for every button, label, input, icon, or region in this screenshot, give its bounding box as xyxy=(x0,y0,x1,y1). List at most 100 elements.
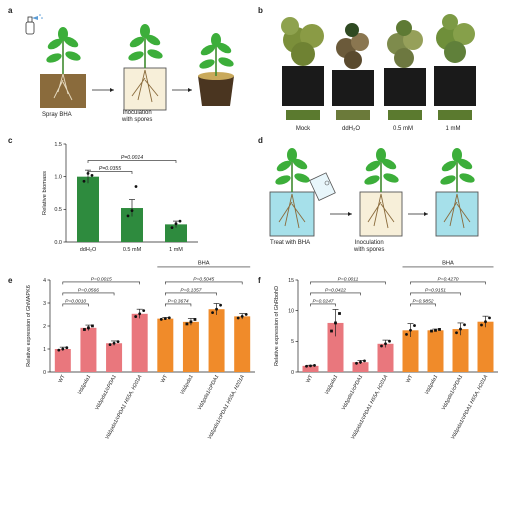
bar xyxy=(131,313,148,372)
p-value-label: P=0.3674 xyxy=(168,298,189,304)
y-tick-label: 5 xyxy=(291,339,294,345)
bar xyxy=(157,318,174,372)
data-point xyxy=(380,344,383,348)
data-point xyxy=(185,322,189,326)
y-tick-label: 1 xyxy=(43,347,46,353)
beaker-final-icon xyxy=(435,148,479,237)
p-value-label: P=0.0355 xyxy=(99,166,121,172)
data-point xyxy=(189,320,193,324)
bar xyxy=(121,208,143,242)
data-point xyxy=(170,226,174,230)
y-axis-label: Relative expression of GhRbohD xyxy=(274,286,280,366)
data-point xyxy=(430,329,433,333)
data-point xyxy=(65,346,69,350)
x-tick-label: VdΔpda1 xyxy=(77,374,92,396)
photo-label-mock: Mock xyxy=(295,126,311,132)
data-point xyxy=(178,219,182,223)
panel-a-schematic xyxy=(25,14,234,111)
data-point xyxy=(138,312,142,316)
bar xyxy=(377,343,394,372)
bar xyxy=(452,329,469,372)
data-point xyxy=(91,324,94,328)
data-point xyxy=(309,364,312,368)
bar xyxy=(106,343,123,372)
bar xyxy=(80,327,97,372)
photo-label-0-5mm: 0.5 mM xyxy=(392,126,413,132)
x-tick-label: VdΔpda1/cPDA1 xyxy=(441,374,465,411)
bar xyxy=(352,362,369,372)
data-point xyxy=(240,314,244,318)
data-point xyxy=(338,312,341,315)
y-tick-label: 2 xyxy=(43,324,46,330)
bar xyxy=(302,365,319,372)
panel-b-photos xyxy=(281,14,476,120)
panel-d-schematic xyxy=(269,148,479,237)
beaker-plant-icon xyxy=(123,24,167,111)
data-point xyxy=(459,327,462,331)
significance-bracket xyxy=(165,303,192,307)
x-tick-label: VdΔpda1/cPDA1 xyxy=(94,374,118,411)
y-tick-label: 0 xyxy=(43,370,46,376)
x-tick-label: VdΔpda1/cPDA1 xyxy=(197,374,221,411)
data-point xyxy=(116,340,120,344)
data-point xyxy=(167,316,171,320)
data-point xyxy=(61,347,65,351)
panel-d-step2-label: Inoculation with spores xyxy=(354,240,385,253)
data-point xyxy=(112,341,116,345)
photo-label-ddh2o: ddH₂O xyxy=(341,126,360,132)
data-point xyxy=(57,348,61,352)
data-point xyxy=(244,313,248,316)
data-point xyxy=(455,331,458,335)
data-point xyxy=(484,320,487,324)
data-point xyxy=(488,316,491,320)
data-point xyxy=(334,321,337,325)
beaker-spore-icon xyxy=(359,148,403,237)
chart-e: 0 1 2 3 4 Relative expression of GhMAPK6 WT VdΔ… xyxy=(26,260,255,441)
data-point xyxy=(305,364,308,368)
data-point xyxy=(134,185,138,188)
y-axis-label: Relative expression of GhMAPK6 xyxy=(26,285,32,367)
significance-bracket xyxy=(62,281,140,285)
data-point xyxy=(480,323,483,327)
significance-bracket xyxy=(310,303,336,307)
data-point xyxy=(388,339,391,343)
chart-c: 0.0 0.5 1.0 1.5 Relative biomass ddH₂O 0.5 mM 1… xyxy=(42,142,198,253)
data-point xyxy=(313,364,316,367)
photo-ddh2o xyxy=(332,23,374,120)
y-tick-label: 3 xyxy=(43,301,46,307)
panel-letter-e: e xyxy=(8,276,13,285)
significance-bracket xyxy=(165,281,243,285)
data-point xyxy=(363,359,366,363)
data-point xyxy=(438,328,441,331)
bar xyxy=(54,349,71,372)
photo-label-1mm: 1 mM xyxy=(445,126,461,132)
data-point xyxy=(211,311,214,315)
p-value-label: P=0.0015 xyxy=(91,276,112,282)
bar xyxy=(208,309,225,372)
data-point xyxy=(384,342,387,346)
p-value-label: P=0.9151 xyxy=(425,287,446,293)
significance-bracket xyxy=(310,281,386,285)
data-point xyxy=(193,318,197,321)
panel-letter-d: d xyxy=(258,136,263,145)
panel-a-step2-label: Inoculation with spores xyxy=(122,110,153,123)
significance-bracket xyxy=(410,292,461,296)
x-tick-label: 1 mM xyxy=(169,247,183,253)
data-point xyxy=(219,303,222,307)
group-label: BHA xyxy=(198,260,210,266)
data-point xyxy=(108,343,112,347)
data-point xyxy=(174,222,178,226)
bar xyxy=(234,316,251,372)
bar xyxy=(477,321,494,372)
x-tick-label: WT xyxy=(305,373,314,384)
significance-bracket xyxy=(87,171,133,174)
panel-letter-c: c xyxy=(8,136,13,145)
panel-letter-f: f xyxy=(258,276,261,285)
p-value-label: P=0.0014 xyxy=(121,155,143,161)
p-value-label: P=0.5045 xyxy=(193,276,214,282)
y-tick-label: 10 xyxy=(288,308,294,314)
data-point xyxy=(163,317,167,321)
x-tick-label: WT xyxy=(160,373,169,384)
p-value-label: P=0.0422 xyxy=(325,287,346,293)
